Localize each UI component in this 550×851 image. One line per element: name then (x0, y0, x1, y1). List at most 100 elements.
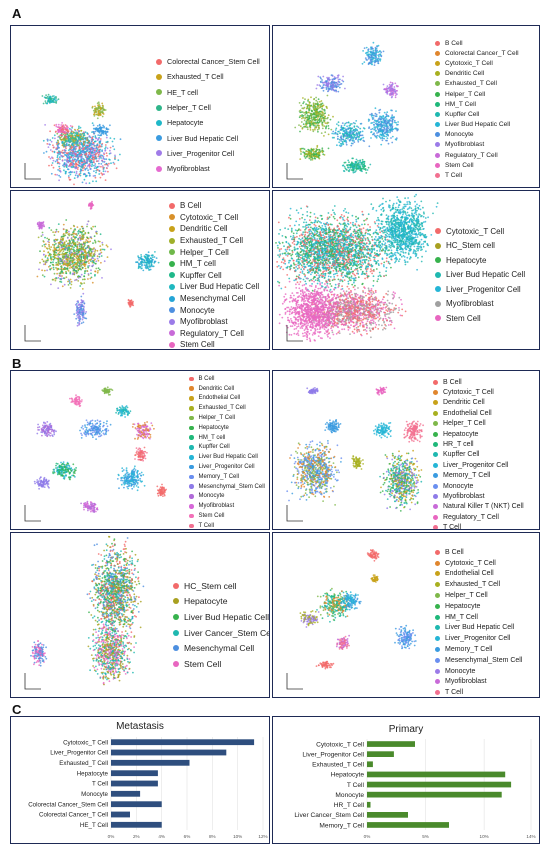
category-label: Hepatocyte (331, 772, 365, 779)
legend-entry: Liver Bud Hepatic Cell (435, 268, 525, 283)
legend-entry: Stem Cell (189, 511, 265, 521)
umap-panel-b3: HC_Stem cell Hepatocyte Liver Bud Hepatic … (10, 532, 270, 698)
legend-label: Monocyte (445, 131, 474, 139)
x-tick-label: 4% (158, 834, 165, 839)
legend-label: Memory_T Cell (443, 472, 491, 480)
category-label: T Cell (347, 782, 365, 789)
category-label: HR_T Cell (334, 802, 365, 809)
legend-entry: Colorectal Cancer_Stem Cell (156, 54, 260, 69)
legend-label: Cytotoxic_T Cell (443, 389, 494, 397)
x-tick-label: 0% (364, 834, 371, 839)
legend-entry: Kupffer Cell (169, 270, 259, 282)
legend-dot (435, 679, 440, 685)
legend-label: T Cell (443, 524, 462, 530)
legend-entry: Endothelial Cell (189, 394, 265, 404)
legend-entry: HC_Stem cell (173, 578, 269, 594)
legend-dot (189, 415, 194, 421)
legend-entry: Exhausted_T Cell (435, 79, 519, 89)
legend-dot (433, 462, 438, 468)
bar (111, 759, 190, 766)
legend-dot (435, 647, 440, 653)
legend-dot (433, 400, 438, 406)
legend-entry: Dendritic Cell (169, 223, 259, 235)
category-label: Monocyte (335, 792, 364, 799)
legend-label: Colorectal Cancer_Stem Cell (167, 57, 260, 67)
bar (367, 812, 408, 818)
legend-dot (435, 636, 440, 642)
legend-dot (173, 660, 179, 667)
legend-dot (435, 101, 440, 107)
legend-dot (435, 132, 440, 138)
legend-dot (156, 73, 162, 80)
umap-points (294, 41, 399, 174)
category-label: Monocyte (81, 791, 108, 798)
legend-entry: Mesenchymal Cell (169, 293, 259, 305)
panel-letter-b: B (12, 356, 22, 371)
legend-entry: B Cell (189, 374, 265, 384)
legend-entry: Helper_T Cell (433, 419, 524, 429)
legend-dot (435, 286, 441, 293)
legend-dot (435, 571, 440, 577)
umap-legend: B Cell Dendritic Cell Endothelial Cell Exha… (189, 374, 265, 529)
legend-entry: B Cell (435, 547, 522, 558)
legend-label: Myofibroblast (445, 678, 487, 686)
legend-label: HM_T cell (198, 434, 226, 441)
legend-entry: Cytotoxic_T Cell (435, 558, 522, 569)
legend-label: Helper_T Cell (167, 103, 211, 113)
legend-label: Regulatory_T Cell (443, 513, 499, 521)
legend-entry: Liver Bud Hepatic Cell (435, 120, 519, 130)
legend-dot (435, 271, 441, 278)
legend-label: Liver_Progenitor Cell (446, 284, 521, 294)
legend-dot (435, 111, 440, 117)
umap-points (30, 535, 145, 686)
umap-panel-b2: B Cell Cytotoxic_T Cell Dendritic Cell Endo… (272, 370, 540, 530)
legend-dot (435, 142, 440, 148)
umap-scatter (286, 386, 424, 522)
legend-entry: Dendritic Cell (433, 398, 524, 408)
legend-label: Colorectal Cancer_T Cell (445, 49, 519, 57)
legend-entry: Hepatocyte (173, 594, 269, 610)
legend-label: Hepatocyte (446, 255, 487, 265)
legend-dot (169, 225, 175, 232)
legend-dot (169, 341, 175, 348)
legend-entry: Liver Bud Hepatic Cell (169, 281, 259, 293)
umap-scatter (24, 93, 122, 186)
legend-dot (435, 242, 441, 249)
legend-label: Memory_T Cell (198, 473, 240, 480)
legend-entry: T Cell (433, 522, 524, 530)
legend-label: Exhausted_T Cell (167, 72, 224, 82)
legend-entry: Regulatory_T Cell (435, 150, 519, 160)
umap-panel-a3: B Cell Cytotoxic_T Cell Dendritic Cell Exha… (10, 190, 270, 350)
legend-dot (189, 474, 194, 480)
legend-dot (435, 162, 440, 168)
legend-dot (433, 442, 438, 448)
legend-entry: Kupffer Cell (189, 443, 265, 453)
legend-label: Myofibroblast (443, 492, 485, 500)
umap-legend: Cytotoxic_T Cell HC_Stem cell Hepatocyte Li… (435, 224, 525, 326)
bar (111, 790, 141, 797)
legend-entry: Memory_T Cell (189, 472, 265, 482)
legend-dot (435, 257, 441, 264)
legend-dot (189, 464, 194, 470)
legend-label: Regulatory_T Cell (445, 151, 498, 159)
legend-dot (169, 318, 175, 325)
legend-entry: Hepatocyte (435, 253, 525, 268)
legend-entry: Liver_Progenitor Cell (156, 146, 260, 161)
legend-dot (169, 237, 175, 244)
legend-label: HC_Stem cell (184, 580, 237, 591)
legend-label: T Cell (445, 689, 464, 697)
legend-dot (156, 89, 162, 96)
bar (111, 780, 158, 787)
legend-dot (433, 514, 438, 520)
legend-label: Stem Cell (445, 161, 474, 169)
panel-letter-c: C (12, 702, 22, 717)
legend-entry: Exhausted_T Cell (156, 69, 260, 84)
category-label: Hepatocyte (77, 770, 109, 777)
legend-dot (435, 228, 441, 235)
legend-entry: Cytotoxic_T Cell (433, 387, 524, 397)
umap-panel-a1: Colorectal Cancer_Stem Cell Exhausted_T C… (10, 25, 270, 188)
legend-dot (189, 396, 194, 401)
legend-label: Cytotoxic_T Cell (445, 559, 496, 567)
legend-dot (189, 435, 194, 440)
legend-dot (435, 625, 440, 631)
